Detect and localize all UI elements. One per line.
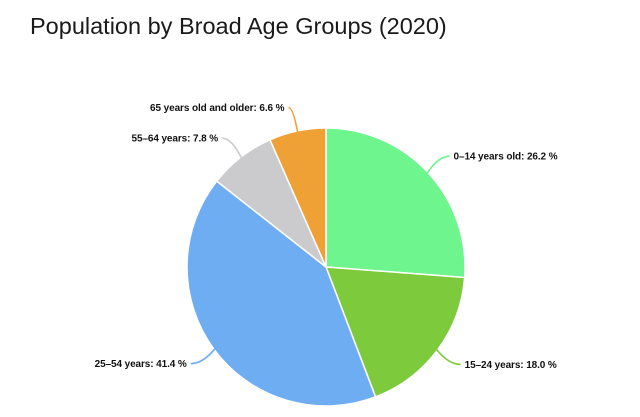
slice-label-15-24-years: 15–24 years: 18.0 % (465, 360, 557, 371)
slice-label-55-64-years: 55–64 years: 7.8 % (131, 134, 218, 145)
leader-line-25-54-years (190, 348, 216, 365)
leader-line-55-64-years (222, 137, 243, 159)
leader-line-65-years-old-and-older (288, 106, 299, 133)
slice-label-0-14-years-old: 0–14 years old: 26.2 % (454, 152, 558, 163)
leader-line-15-24-years (435, 349, 461, 366)
chart-title: Population by Broad Age Groups (2020) (30, 13, 447, 39)
leader-line-0-14-years-old (426, 155, 450, 174)
slice-label-65-years-old-and-older: 65 years old and older: 6.6 % (150, 103, 285, 114)
pie-slice-0-14-years-old[interactable] (325, 127, 466, 279)
slice-label-25-54-years: 25–54 years: 41.4 % (95, 359, 187, 370)
